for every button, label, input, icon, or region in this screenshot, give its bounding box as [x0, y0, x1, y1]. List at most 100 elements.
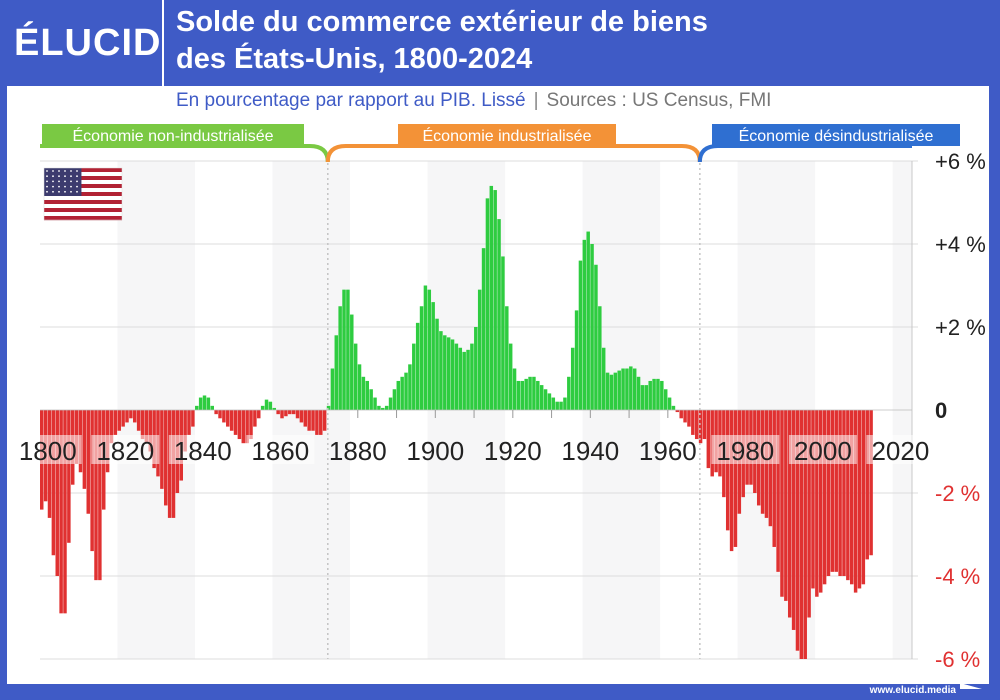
data-bar	[811, 410, 815, 589]
logo-divider	[162, 0, 164, 86]
data-bar	[590, 244, 594, 410]
data-bar	[815, 410, 819, 597]
x-label-bg	[866, 435, 935, 464]
data-bar	[303, 410, 308, 427]
chart-subtitle: En pourcentage par rapport au PIB. Lissé…	[176, 90, 771, 112]
data-bar	[396, 380, 401, 410]
data-bar	[125, 410, 129, 423]
elucid-flag-icon	[960, 683, 982, 689]
data-bar	[291, 410, 296, 415]
header-bar: ÉLUCID Solde du commerce extérieur de bi…	[0, 0, 1000, 86]
data-bar	[605, 372, 610, 410]
data-bar	[621, 368, 625, 410]
data-bar	[791, 410, 796, 630]
data-bar	[450, 339, 455, 410]
us-flag-icon	[43, 167, 123, 221]
x-tick-label: 1820	[96, 436, 154, 466]
data-bar	[322, 410, 327, 431]
data-bar	[249, 410, 253, 440]
data-bar	[338, 306, 342, 410]
data-bar	[784, 410, 788, 601]
data-bar	[702, 410, 707, 440]
data-bar	[679, 410, 683, 419]
data-bar	[136, 410, 141, 431]
data-bar	[268, 401, 273, 410]
data-bar	[485, 198, 490, 410]
data-bar	[264, 399, 269, 410]
data-bar	[346, 289, 350, 410]
data-bar	[113, 410, 118, 435]
data-bar	[443, 335, 447, 410]
data-bar	[148, 410, 152, 452]
data-bar	[361, 376, 366, 410]
data-bar	[237, 410, 242, 440]
data-bar	[276, 410, 280, 415]
data-bar	[869, 410, 873, 556]
data-bar	[431, 302, 435, 410]
data-bar	[501, 256, 505, 410]
data-bar	[787, 410, 792, 618]
y-axis-labels: +6 % +4 % +2 % 0 -2 % -4 % -6 %	[935, 149, 986, 672]
data-bar	[694, 410, 699, 440]
data-bar	[729, 410, 734, 552]
data-bar	[164, 410, 168, 506]
data-bar	[803, 410, 807, 659]
x-tick-label: 1800	[19, 436, 77, 466]
y-tick-label: +2 %	[935, 315, 986, 340]
data-bar	[446, 337, 451, 410]
data-bar	[799, 410, 804, 659]
data-bar	[648, 380, 652, 410]
data-bar	[295, 410, 300, 419]
data-bar	[183, 410, 187, 452]
data-bar	[559, 401, 563, 410]
data-bar	[427, 289, 432, 410]
data-bar	[834, 410, 838, 572]
data-bar	[388, 397, 393, 410]
data-bar	[830, 410, 835, 572]
footer-url[interactable]: www.elucid.media	[869, 685, 956, 696]
data-bar	[586, 231, 590, 410]
data-bar	[55, 410, 59, 576]
data-bar	[260, 405, 265, 410]
data-bar	[458, 347, 463, 410]
data-bar	[129, 410, 133, 419]
data-bar	[404, 372, 408, 410]
data-bar	[632, 368, 637, 410]
data-bar	[842, 410, 846, 576]
data-bar	[861, 410, 866, 585]
data-bar	[307, 410, 311, 431]
data-bar	[822, 410, 827, 585]
data-bar	[415, 322, 420, 410]
data-bar	[772, 410, 776, 547]
data-bar	[121, 410, 125, 427]
data-bar	[470, 343, 474, 410]
data-bar	[408, 364, 412, 410]
x-axis-labels: 1800 1820 1840 1860 1880 1900 1920 1940 1960 1980…	[13, 410, 935, 466]
data-bar	[582, 239, 587, 410]
data-bar	[51, 410, 56, 556]
data-bar	[838, 410, 842, 576]
data-bar	[807, 410, 811, 618]
data-bar	[524, 378, 528, 410]
data-bar	[342, 289, 346, 410]
data-bar	[636, 376, 641, 410]
data-bar	[384, 405, 389, 410]
period-dividers	[327, 158, 701, 659]
period-label: Économie industrialisée	[423, 126, 592, 145]
chart-title: Solde du commerce extérieur de biens des…	[176, 4, 708, 78]
data-bar	[656, 378, 660, 410]
y-tick-label: +6 %	[935, 149, 986, 174]
data-bar	[578, 260, 583, 410]
data-bar	[435, 318, 439, 410]
data-bar	[353, 343, 358, 410]
data-bar	[299, 410, 304, 423]
data-bar	[776, 410, 780, 572]
data-bar	[82, 410, 87, 489]
data-bar	[462, 351, 466, 410]
data-bar	[330, 368, 335, 410]
data-bar	[563, 397, 567, 410]
data-bar	[543, 389, 548, 410]
data-bar	[373, 397, 377, 410]
data-bar	[846, 410, 850, 581]
data-bar	[419, 306, 424, 410]
